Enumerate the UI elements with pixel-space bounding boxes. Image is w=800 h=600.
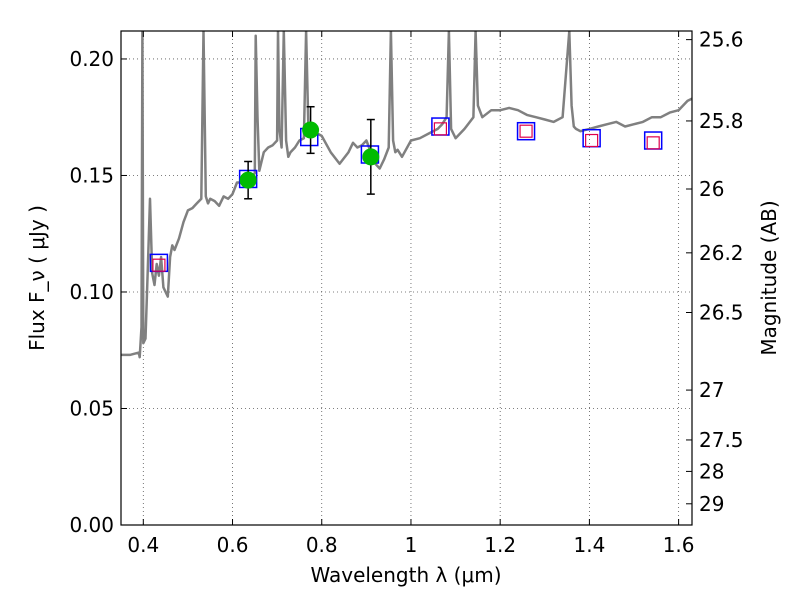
right-tick-label: 29 [699,492,724,516]
right-tick-label: 25.6 [699,28,744,52]
x-tick-label: 1.4 [573,533,605,557]
observed-point [239,171,257,189]
y-axis-title: Flux F_ν ( μJy ) [25,205,49,351]
y-tick-label: 0.05 [69,396,114,420]
x-tick-label: 0.4 [127,533,159,557]
right-tick-label: 27 [699,378,724,402]
model-band-marker [516,121,536,141]
nir-band-marker [433,122,448,136]
x-tick-label: 1.2 [484,533,516,557]
nir-band-marker [152,258,166,272]
nir-band-marker [519,124,533,138]
y-axis-title-right: Magnitude (AB) [757,200,781,355]
x-tick-label: 1 [405,533,418,557]
right-tick-label: 27.5 [699,428,744,452]
nir-band-marker [585,133,599,148]
right-tick-label: 25.8 [699,109,744,133]
axes-layer: 0.4 0.6 0.8 1 1.2 1.4 1.6 0.00 0.05 0.10 0.15 0.20 2… [69,28,743,557]
x-tick-label: 1.6 [663,533,695,557]
x-tick-label: 0.6 [217,533,249,557]
plot-area [121,31,692,525]
x-tick-label: 0.8 [306,533,338,557]
observed-point [302,121,320,139]
nir-band-marker [646,136,660,150]
right-tick-label: 26.5 [699,300,744,324]
right-tick-label: 26.2 [699,241,744,265]
y-tick-label: 0.10 [69,280,114,304]
x-axis-title: Wavelength λ (μm) [310,563,501,587]
plot-layer [121,31,692,359]
y-tick-label: 0.15 [69,163,114,187]
y-tick-label: 0.20 [69,47,114,71]
right-tick-label: 28 [699,459,724,483]
plot-frame [120,30,693,526]
y-tick-label: 0.00 [69,513,114,537]
observed-point [362,148,380,166]
right-tick-label: 26 [699,177,724,201]
